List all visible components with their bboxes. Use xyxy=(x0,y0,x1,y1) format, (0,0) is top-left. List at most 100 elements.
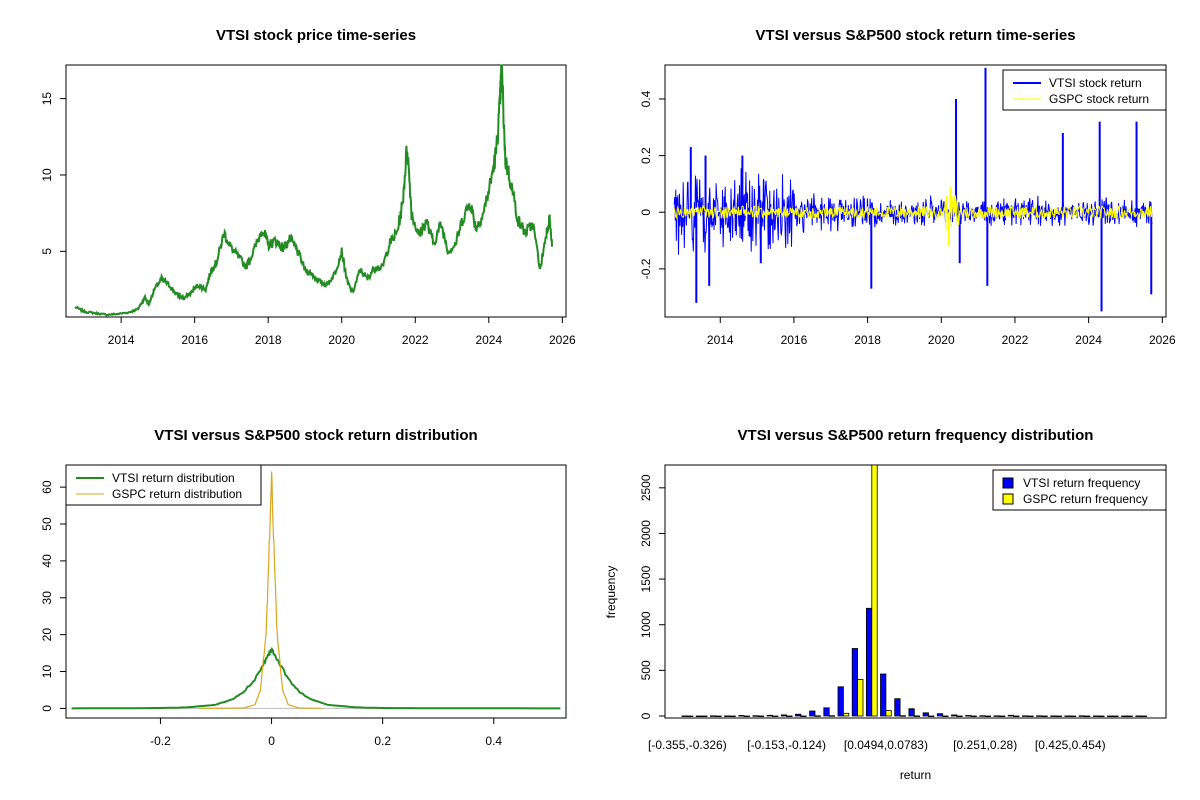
chart-title: VTSI versus S&P500 return frequency dist… xyxy=(738,427,1094,444)
y-tick-label: 30 xyxy=(40,591,54,605)
y-tick-label: 0 xyxy=(40,705,54,712)
x-tick-label: 2016 xyxy=(781,333,808,347)
y-tick-label: 10 xyxy=(40,665,54,679)
x-tick-label: 2018 xyxy=(255,333,282,347)
y-tick-label: 60 xyxy=(40,480,54,494)
vtsi-frequency-bar xyxy=(766,714,773,717)
gspc-frequency-bar xyxy=(913,715,921,717)
vtsi-frequency-bar xyxy=(1078,715,1085,717)
vtsi-density-line xyxy=(71,646,561,710)
plot-area xyxy=(65,464,567,719)
gspc-frequency-bar xyxy=(701,715,708,718)
gspc-frequency-bar xyxy=(1112,715,1119,718)
gspc-frequency-bar xyxy=(1098,715,1105,718)
x-tick-label: 2026 xyxy=(1149,333,1176,347)
gspc-frequency-bar xyxy=(743,715,750,718)
vtsi-frequency-bar xyxy=(681,715,688,717)
vtsi-frequency-bar xyxy=(710,715,717,717)
y-tick-label: -0.2 xyxy=(639,258,653,279)
x-tick-label: 2022 xyxy=(402,333,429,347)
x-tick-label: 2020 xyxy=(928,333,955,347)
gspc-frequency-bar xyxy=(1140,715,1147,718)
gspc-frequency-bar xyxy=(828,715,836,717)
gspc-frequency-bar xyxy=(1055,715,1062,718)
vtsi-frequency-bar xyxy=(951,714,958,717)
x-tick-label: 2014 xyxy=(108,333,135,347)
chart-title: VTSI stock price time-series xyxy=(216,27,416,44)
y-tick-label: 15 xyxy=(40,92,54,106)
vtsi-frequency-bar xyxy=(752,715,759,717)
gspc-frequency-bar xyxy=(729,715,736,718)
y-tick-label: 10 xyxy=(40,168,54,182)
legend-box xyxy=(65,464,262,506)
legend-label: GSPC stock return xyxy=(1049,92,1149,106)
gspc-frequency-bar xyxy=(970,715,977,718)
x-tick-label: 2024 xyxy=(475,333,502,347)
x-tick-label: -0.2 xyxy=(150,734,171,748)
vtsi-frequency-bar xyxy=(1092,715,1100,717)
vtsi-frequency-bar xyxy=(738,715,745,717)
vtsi-frequency-bar xyxy=(1107,715,1114,718)
x-tick-label: [-0.153,-0.124) xyxy=(747,738,826,752)
plot-area xyxy=(664,464,1167,719)
gspc-frequency-bar xyxy=(984,715,992,718)
gspc-frequency-bar xyxy=(871,464,878,717)
gspc-frequency-bar xyxy=(786,715,793,718)
price-series-line xyxy=(74,64,553,317)
x-tick-label: [-0.355,-0.326) xyxy=(648,738,727,752)
vtsi-frequency-bar xyxy=(837,686,844,717)
vtsi-frequency-bar xyxy=(1050,715,1057,717)
gspc-frequency-bar xyxy=(772,715,779,718)
y-tick-label: 1500 xyxy=(639,565,653,592)
gspc-frequency-bar xyxy=(1027,715,1034,718)
gspc-frequency-bar xyxy=(999,715,1006,718)
vtsi-frequency-bar xyxy=(866,607,873,717)
vtsi-frequency-bar xyxy=(1135,715,1142,717)
y-tick-label: 0 xyxy=(639,712,653,719)
vtsi-frequency-bar xyxy=(724,715,731,717)
gspc-frequency-bar xyxy=(757,715,765,718)
vtsi-frequency-bar xyxy=(880,673,887,717)
vtsi-frequency-bar xyxy=(795,713,802,717)
gspc-frequency-bar xyxy=(687,715,694,718)
y-tick-label: 2000 xyxy=(639,520,653,547)
vtsi-frequency-bar xyxy=(922,712,929,717)
gspc-density-line xyxy=(199,471,322,709)
vtsi-frequency-bar xyxy=(979,715,986,717)
gspc-frequency-bar xyxy=(843,712,850,717)
vtsi-frequency-bar xyxy=(1121,715,1128,718)
vtsi-frequency-bar xyxy=(1064,715,1071,717)
x-axis-label: return xyxy=(900,768,931,782)
gspc-frequency-bar xyxy=(1069,715,1077,718)
x-tick-label: [0.251,0.28) xyxy=(953,738,1017,752)
vtsi-frequency-bar xyxy=(1036,715,1043,717)
x-tick-label: 2026 xyxy=(549,333,576,347)
x-tick-label: 0 xyxy=(268,734,275,748)
y-tick-label: 20 xyxy=(40,628,54,642)
y-tick-label: 500 xyxy=(639,660,653,680)
y-tick-label: 0.4 xyxy=(639,90,653,107)
gspc-frequency-bar xyxy=(942,715,949,718)
legend-label: VTSI return distribution xyxy=(112,471,235,485)
chart-title: VTSI versus S&P500 stock return distribu… xyxy=(154,427,477,444)
x-tick-label: 0.2 xyxy=(374,734,391,748)
gspc-frequency-bar xyxy=(715,715,722,718)
vtsi-frequency-bar xyxy=(965,715,972,717)
legend-box xyxy=(1002,69,1167,111)
vtsi-frequency-bar xyxy=(1022,715,1029,717)
gspc-frequency-bar xyxy=(800,715,807,718)
y-tick-label: 0 xyxy=(639,209,653,216)
gspc-frequency-bar xyxy=(1041,715,1048,718)
y-tick-label: 40 xyxy=(40,554,54,568)
gspc-frequency-bar xyxy=(1084,715,1091,718)
gspc-frequency-bar xyxy=(885,710,892,717)
y-tick-label: 1000 xyxy=(639,611,653,638)
plot-area xyxy=(664,64,1167,318)
x-tick-label: 0.4 xyxy=(485,734,502,748)
x-tick-label: 2014 xyxy=(707,333,734,347)
vtsi-frequency-bar xyxy=(780,714,788,717)
y-tick-label: 5 xyxy=(40,248,54,255)
gspc-frequency-bar xyxy=(857,679,864,717)
x-tick-label: [0.0494,0.0783) xyxy=(844,738,928,752)
